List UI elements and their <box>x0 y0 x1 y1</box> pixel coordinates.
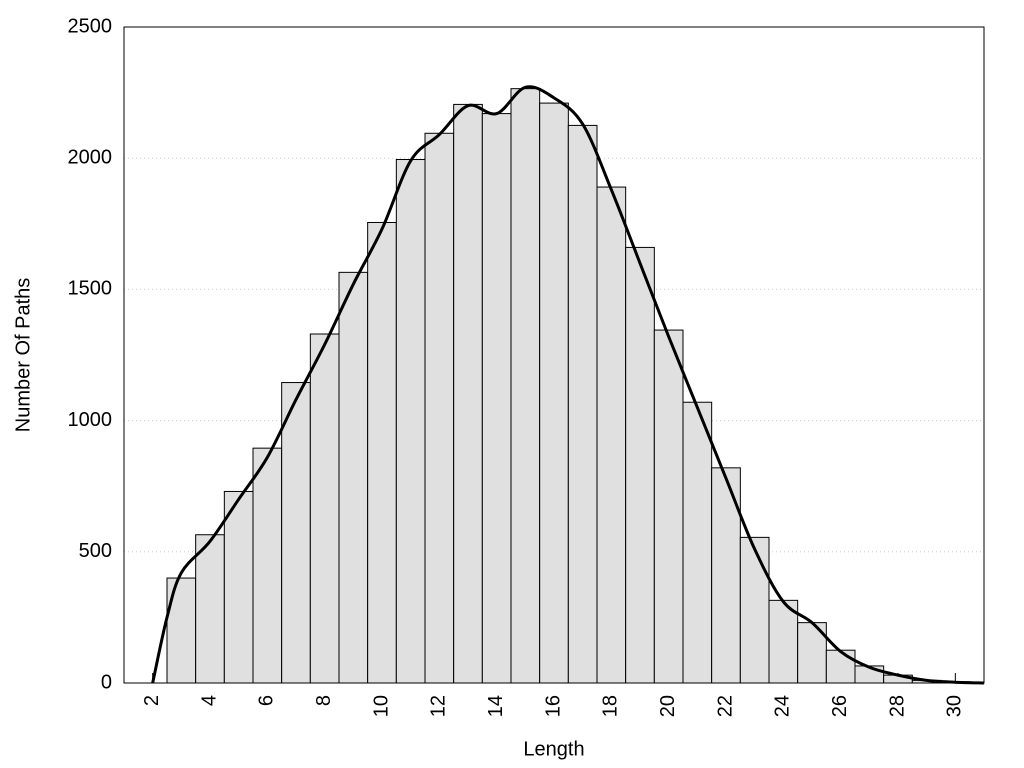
bar <box>338 271 369 684</box>
x-tick-label: 22 <box>714 695 736 717</box>
bar <box>281 382 311 684</box>
bar <box>223 490 254 684</box>
y-tick-label: 2000 <box>68 146 113 168</box>
bar <box>195 534 225 684</box>
x-tick-label: 26 <box>829 695 851 717</box>
x-tick-label: 2 <box>141 695 163 706</box>
bar <box>768 599 799 684</box>
x-axis-label: Length <box>523 738 584 760</box>
x-tick-label: 6 <box>256 695 278 706</box>
y-tick-label: 1500 <box>68 278 113 300</box>
y-axis-label: Number Of Paths <box>12 278 34 433</box>
x-tick-label: 8 <box>313 695 335 706</box>
x-tick-label: 24 <box>772 695 794 717</box>
y-tick-label: 500 <box>79 540 112 562</box>
y-tick-label: 0 <box>101 671 112 693</box>
bar <box>510 88 541 684</box>
x-tick-label: 30 <box>944 695 966 717</box>
bar <box>252 447 283 684</box>
density-curve <box>151 85 985 685</box>
x-tick-label: 10 <box>370 695 392 717</box>
y-tick-label: 2500 <box>68 15 113 37</box>
x-tick-label: 20 <box>657 695 679 717</box>
x-tick-label: 14 <box>485 695 507 717</box>
bar <box>567 124 598 684</box>
x-tick-label: 18 <box>600 695 622 717</box>
bar <box>481 113 512 684</box>
bar <box>825 649 856 684</box>
x-tick-label: 28 <box>886 695 908 717</box>
bar <box>367 221 397 684</box>
bar <box>682 401 713 684</box>
bar <box>309 333 340 684</box>
plot-frame <box>123 26 985 684</box>
x-tick-label: 4 <box>198 695 220 706</box>
bar <box>424 132 455 684</box>
x-tick-label: 16 <box>542 695 564 717</box>
bar <box>739 536 770 684</box>
y-tick-label: 1000 <box>68 409 113 431</box>
bar <box>166 577 197 684</box>
bar <box>653 329 684 684</box>
bar <box>453 103 483 684</box>
bar <box>395 159 426 684</box>
bar <box>539 102 569 684</box>
x-tick-label: 12 <box>428 695 450 717</box>
bar <box>625 246 655 684</box>
bar <box>596 186 627 684</box>
